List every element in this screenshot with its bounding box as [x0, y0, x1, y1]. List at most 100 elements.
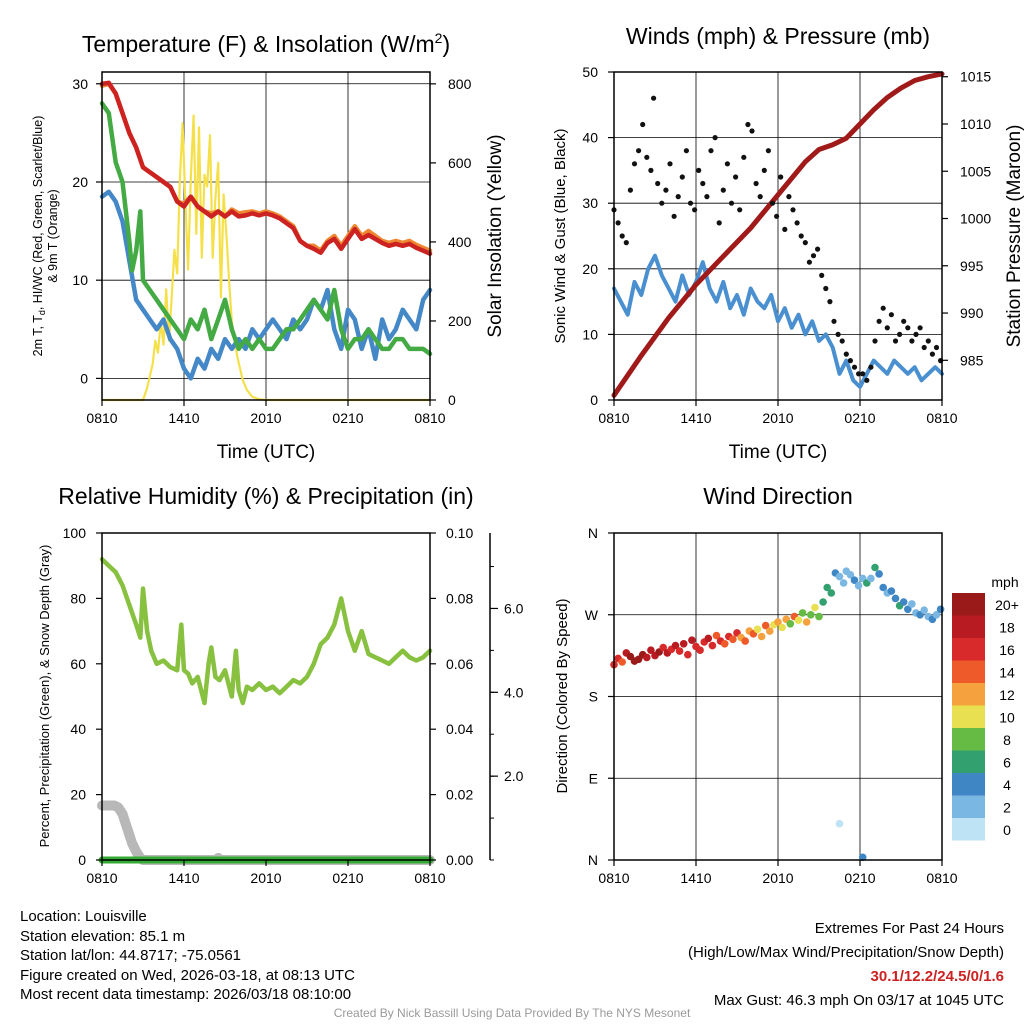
direction-point: [867, 574, 875, 583]
recent-timestamp: Most recent data timestamp: 2026/03/18 0…: [20, 986, 352, 1004]
direction-point: [811, 603, 819, 612]
gust-point: [761, 167, 767, 173]
x-tick-label: 1410: [168, 410, 199, 426]
2m-temperature-line: [99, 80, 433, 256]
direction-point: [720, 640, 729, 648]
gust-point: [636, 148, 642, 154]
y2-tick-label: 1015: [960, 69, 991, 85]
gust-point: [679, 174, 685, 180]
y2-tick-label: 600: [448, 155, 472, 171]
direction-point: [778, 623, 786, 632]
direction-point: [696, 646, 704, 654]
y2-tick-label: 995: [960, 258, 984, 274]
gust-point: [806, 259, 813, 265]
y-tick-label: E: [589, 770, 598, 786]
x-tick-label: 1410: [168, 870, 199, 886]
direction-point: [786, 620, 795, 628]
extremes-info: Extremes For Past 24 Hours (High/Low/Max…: [688, 917, 1004, 1013]
gust-point: [640, 121, 646, 128]
direction-point: [858, 853, 867, 862]
direction-point: [798, 609, 807, 617]
sonic-wind-line: [612, 253, 944, 389]
dew-point-line: [99, 101, 433, 357]
legend-label: 16: [999, 642, 1015, 658]
station-location: Location: Louisville: [20, 908, 147, 925]
gust-point: [790, 207, 796, 213]
gust-point: [675, 194, 681, 200]
max-gust: Max Gust: 46.3 mph On 03/17 at 1045 UTC: [713, 992, 1004, 1009]
direction-point: [887, 587, 896, 595]
y-tick-label: 30: [582, 195, 598, 211]
legend-label: 18: [999, 620, 1015, 636]
gust-point: [888, 312, 895, 318]
direction-point: [891, 594, 900, 603]
gust-point: [864, 377, 870, 383]
direction-point: [871, 563, 879, 572]
direction-point: [899, 598, 908, 606]
humidity-panel: Relative Humidity (%) & Precipitation (i…: [37, 483, 524, 886]
humidity-x-ticks: 0810 1410 2010 0210 0810: [86, 860, 446, 886]
legend-swatch: [952, 773, 985, 796]
y-tick-label: S: [589, 689, 598, 705]
gust-point: [872, 338, 878, 344]
y-tick-label: N: [588, 852, 598, 868]
legend-label: 14: [999, 665, 1015, 681]
x-tick-label: 0810: [598, 870, 629, 886]
y-tick-label: 20: [70, 787, 86, 803]
y2-tick-label: 0.10: [446, 525, 473, 541]
solar-insolation-line: [100, 114, 432, 402]
x-tick-label: 1410: [680, 410, 711, 426]
temperature-series: [99, 80, 433, 402]
y-tick-label: 30: [72, 76, 88, 92]
gust-point: [708, 148, 714, 154]
gust-point: [687, 200, 694, 206]
x-tick-label: 0810: [926, 410, 957, 426]
x-tick-label: 2010: [250, 410, 281, 426]
gust-point: [929, 351, 936, 357]
x-tick-label: 0810: [86, 410, 117, 426]
speed-legend-title: mph: [991, 574, 1018, 590]
gust-point: [868, 364, 874, 370]
gust-point: [794, 220, 800, 226]
direction-point: [761, 621, 770, 630]
wind-direction-panel-title: Wind Direction: [703, 483, 853, 509]
gust-point: [623, 240, 629, 246]
legend-swatch: [952, 593, 985, 616]
gust-point: [778, 174, 784, 180]
gust-point: [925, 338, 931, 344]
direction-point: [684, 650, 692, 659]
direction-point: [774, 618, 782, 626]
y2-tick-label: 0.08: [446, 590, 473, 606]
winds-y-label: Sonic Wind & Gust (Blue, Black): [552, 128, 569, 343]
direction-point: [908, 600, 916, 608]
x-tick-label: 0810: [86, 870, 117, 886]
direction-point: [675, 647, 684, 655]
temperature-panel: Temperature (F) & Insolation (W/m2) 30 20…: [31, 30, 506, 463]
legend-label: 10: [999, 710, 1015, 726]
gust-point: [827, 299, 833, 305]
winds-panel: Winds (mph) & Pressure (mb) 50403020100 …: [552, 23, 1024, 463]
legend-label: 20+: [995, 597, 1019, 613]
legend-swatch: [952, 615, 985, 638]
direction-point: [815, 612, 823, 621]
winds-x-label: Time (UTC): [729, 442, 828, 463]
gust-point: [745, 121, 751, 128]
temperature-y-ticks: 30 20 10 0: [72, 76, 102, 386]
direction-point: [846, 571, 855, 579]
gust-point: [851, 364, 858, 370]
gust-point: [700, 180, 706, 187]
direction-point: [688, 636, 696, 644]
legend-swatch: [952, 818, 985, 841]
y-tick-label: 10: [582, 326, 598, 342]
y2-tick-label: 985: [960, 352, 984, 368]
snow-depth-tick-label: 2.0: [504, 768, 524, 784]
gust-point: [901, 318, 907, 324]
direction-point: [753, 625, 762, 634]
extremes-values: 30.1/12.2/24.5/0/1.6: [870, 968, 1004, 985]
direction-point: [879, 583, 887, 592]
gust-point: [619, 233, 625, 239]
x-tick-label: 0810: [414, 870, 445, 886]
y2-tick-label: 0.04: [446, 721, 473, 737]
gust-point: [627, 187, 634, 193]
direction-point: [712, 631, 721, 640]
